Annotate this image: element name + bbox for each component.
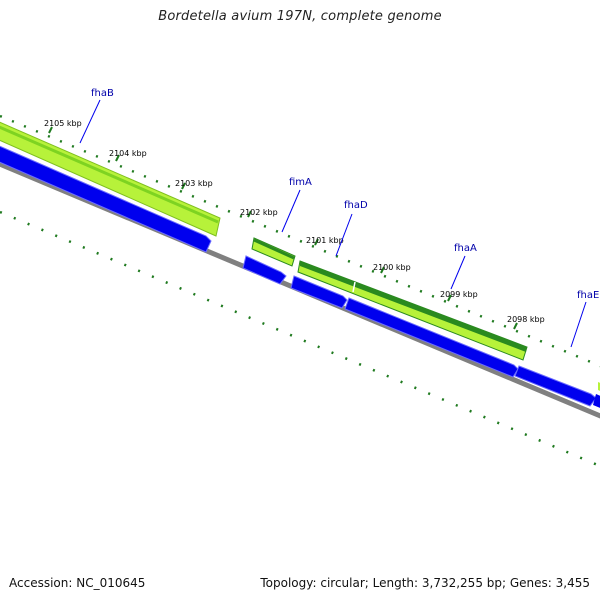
tick-label-2102: 2102 kbp [240, 208, 278, 217]
scale-tick-2105: 2105 kbp [44, 119, 82, 134]
tick-label-2101: 2101 kbp [306, 236, 344, 245]
feature-track [0, 121, 600, 391]
gene-label-group-fhaD: fhaD [335, 200, 368, 257]
gene-label-fhaE: fhaE [577, 290, 599, 301]
scale-tick-2103: 2103 kbp [175, 179, 213, 190]
tick-label-2105: 2105 kbp [44, 119, 82, 128]
gene-label-fhaA: fhaA [454, 243, 477, 254]
cds-arrow-fhaB [0, 145, 212, 253]
tick-label-2103: 2103 kbp [175, 179, 213, 188]
gene-label-group-fhaB: fhaB [79, 88, 114, 144]
genome-summary-text: Topology: circular; Length: 3,732,255 bp… [260, 576, 590, 590]
map-title: Bordetella avium 197N, complete genome [158, 9, 442, 24]
scale-tick-2098: 2098 kbp [507, 315, 545, 330]
scale-tick-2102: 2102 kbp [240, 208, 278, 218]
gc-track-lower [0, 210, 600, 468]
tick-label-2098: 2098 kbp [507, 315, 545, 324]
tick-label-2104: 2104 kbp [109, 149, 147, 158]
cds-arrow-fhaD [290, 275, 348, 309]
cds-track [0, 145, 600, 408]
gene-label-group-fhaA: fhaA [450, 243, 477, 290]
scale-tick-2104: 2104 kbp [109, 149, 147, 162]
scale-ticks: 2105 kbp 2104 kbp 2103 kbp 2102 kbp 2101… [44, 119, 545, 330]
scale-tick-2101: 2101 kbp [306, 236, 344, 246]
scale-tick-2100: 2100 kbp [373, 263, 411, 274]
scale-tick-2099: 2099 kbp [440, 290, 478, 302]
cds-arrow-fhaE [514, 365, 597, 407]
gene-labels: fhaB fimA fhaD fhaA fhaE [79, 88, 599, 348]
cds-arrow-fhaA [344, 297, 519, 378]
gene-label-fhaB: fhaB [91, 88, 114, 99]
gc-track-upper [0, 114, 600, 368]
gene-label-fimA: fimA [289, 177, 312, 188]
gene-label-group-fhaE: fhaE [570, 290, 599, 348]
cds-arrow-next [593, 394, 600, 408]
gene-label-fhaD: fhaD [344, 200, 368, 211]
tick-label-2099: 2099 kbp [440, 290, 478, 299]
tick-label-2100: 2100 kbp [373, 263, 411, 272]
gene-label-group-fimA: fimA [281, 177, 312, 233]
cds-arrow-fimA [242, 255, 287, 285]
accession-text: Accession: NC_010645 [9, 576, 146, 590]
